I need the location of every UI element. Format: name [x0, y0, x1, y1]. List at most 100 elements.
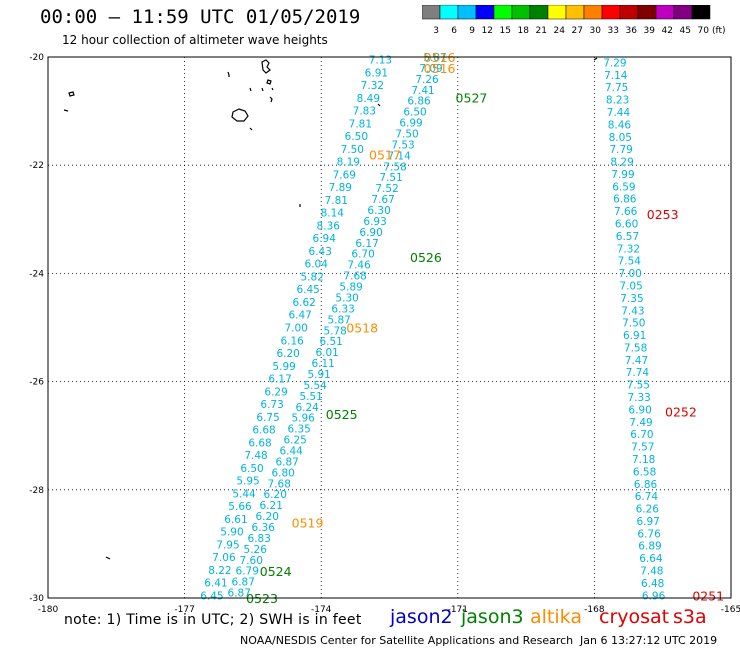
color-scale-legend: 3 6 9 12 15 18 21 24 27 30 33 36 39 42 45 70 (ft) [422, 5, 726, 36]
swh-value: 6.47 [288, 310, 311, 322]
lon-tick-label: -171 [448, 605, 468, 615]
island-shape [227, 71, 230, 77]
lat-tick-label: -20 [29, 53, 44, 63]
swh-value: 6.87 [275, 456, 298, 468]
swh-value: 6.64 [639, 553, 663, 565]
swh-value: 8.49 [357, 93, 380, 105]
island-shape [266, 79, 272, 85]
swh-value: 7.50 [622, 318, 645, 330]
swh-value: 7.43 [621, 305, 644, 317]
swh-value: 7.46 [347, 260, 371, 272]
scale-swatch [422, 5, 441, 20]
swh-value: 6.94 [313, 233, 337, 245]
scale-swatch [655, 5, 675, 20]
swh-value: 6.24 [295, 402, 319, 414]
swh-value: 6.62 [292, 297, 315, 309]
swh-value: 6.35 [287, 424, 310, 436]
scale-swatch [601, 5, 621, 20]
lat-tick-label: -26 [29, 378, 44, 388]
scale-label: 18 [518, 26, 530, 36]
swh-value: 6.61 [224, 514, 247, 526]
swh-value: 6.80 [271, 467, 294, 479]
swh-value: 7.69 [333, 169, 356, 181]
scale-swatch [583, 5, 603, 20]
swh-value: 6.73 [260, 399, 283, 411]
swh-value: 7.32 [617, 243, 640, 255]
scale-label: 27 [572, 26, 583, 36]
swh-value: 6.41 [204, 578, 227, 590]
swh-value: 8.23 [606, 95, 629, 107]
swh-value: 6.83 [248, 533, 271, 545]
swh-value: 8.29 [610, 157, 633, 169]
swh-value: 7.18 [632, 454, 655, 466]
island-shape [231, 108, 249, 122]
swh-value: 5.66 [228, 501, 252, 513]
swh-value: 6.91 [623, 330, 646, 342]
page-title: 00:00 – 11:59 UTC 01/05/2019 [40, 6, 361, 28]
swh-value: 7.00 [284, 323, 307, 335]
swh-value: 7.13 [369, 55, 392, 67]
island-shape [249, 87, 274, 92]
scale-swatch [547, 5, 567, 20]
scale-label: 42 [662, 26, 673, 36]
swh-value: 6.36 [252, 522, 276, 534]
island-shape [105, 556, 111, 560]
lat-tick-label: -24 [29, 269, 44, 279]
lon-tick-label: -165 [721, 605, 740, 615]
swh-value: 7.89 [329, 182, 352, 194]
legend-note: note: 1) Time is in UTC; 2) SWH is in fe… [64, 612, 362, 628]
pass-id-label: 0518 [346, 321, 378, 336]
legend-cryosat: cryosat [599, 606, 670, 628]
swh-value: 7.41 [411, 85, 434, 97]
graticule: -180 -177 -174 -171 -168 -165 -20 -22 -24 -26 -28 -… [29, 53, 740, 615]
swh-value: 7.05 [619, 280, 642, 292]
swh-value: 6.21 [260, 500, 283, 512]
swh-value: 6.75 [256, 412, 279, 424]
swh-value: 6.20 [276, 348, 299, 360]
swh-value: 5.96 [291, 413, 315, 425]
swh-value: 8.46 [608, 119, 632, 131]
swh-value: 6.86 [407, 96, 431, 108]
swh-value: 8.19 [337, 157, 360, 169]
swh-value: 7.33 [627, 392, 650, 404]
swh-value: 6.51 [319, 336, 342, 348]
swh-value: 6.25 [283, 435, 306, 447]
swh-value: 6.70 [630, 429, 653, 441]
swh-value: 6.93 [363, 216, 386, 228]
footer-timestamp: Jan 6 13:27:12 UTC 2019 [580, 634, 718, 647]
swh-value: 7.57 [631, 442, 654, 454]
swh-value: 7.68 [343, 271, 366, 283]
legend-jason2: jason2 [390, 606, 453, 628]
swh-value: 6.86 [613, 194, 637, 206]
swh-value: 5.78 [323, 325, 346, 337]
swh-value: 6.48 [641, 578, 664, 590]
swh-value: 6.68 [248, 437, 271, 449]
scale-label: 30 [590, 26, 602, 36]
swh-value: 7.81 [325, 195, 348, 207]
swh-value: 5.54 [303, 380, 327, 392]
swh-value: 6.79 [236, 566, 259, 578]
pass-id-label: 0516 [424, 61, 456, 76]
swh-value: 6.17 [268, 374, 291, 386]
swh-value: 7.79 [609, 144, 632, 156]
scale-swatch [511, 5, 531, 20]
scale-swatch [565, 5, 585, 20]
swh-value: 6.97 [636, 516, 659, 528]
swh-value: 8.36 [317, 220, 341, 232]
swh-value: 7.26 [415, 74, 439, 86]
swh-value: 6.86 [634, 479, 658, 491]
swh-value: 6.43 [309, 246, 332, 258]
swh-value: 5.87 [327, 314, 350, 326]
swh-value: 7.60 [240, 555, 263, 567]
island-shape [269, 96, 273, 103]
scale-label: 6 [451, 26, 457, 36]
scale-label: 12 [482, 26, 493, 36]
legend-altika: altika [530, 606, 582, 628]
swh-value: 6.50 [345, 131, 368, 143]
swh-value: 7.06 [212, 552, 236, 564]
swh-value: 6.17 [355, 238, 378, 250]
scale-label: 45 [680, 26, 691, 36]
scale-swatch [493, 5, 513, 20]
legend-s3a: s3a [673, 606, 707, 628]
pass-id-label: 0527 [456, 91, 488, 106]
